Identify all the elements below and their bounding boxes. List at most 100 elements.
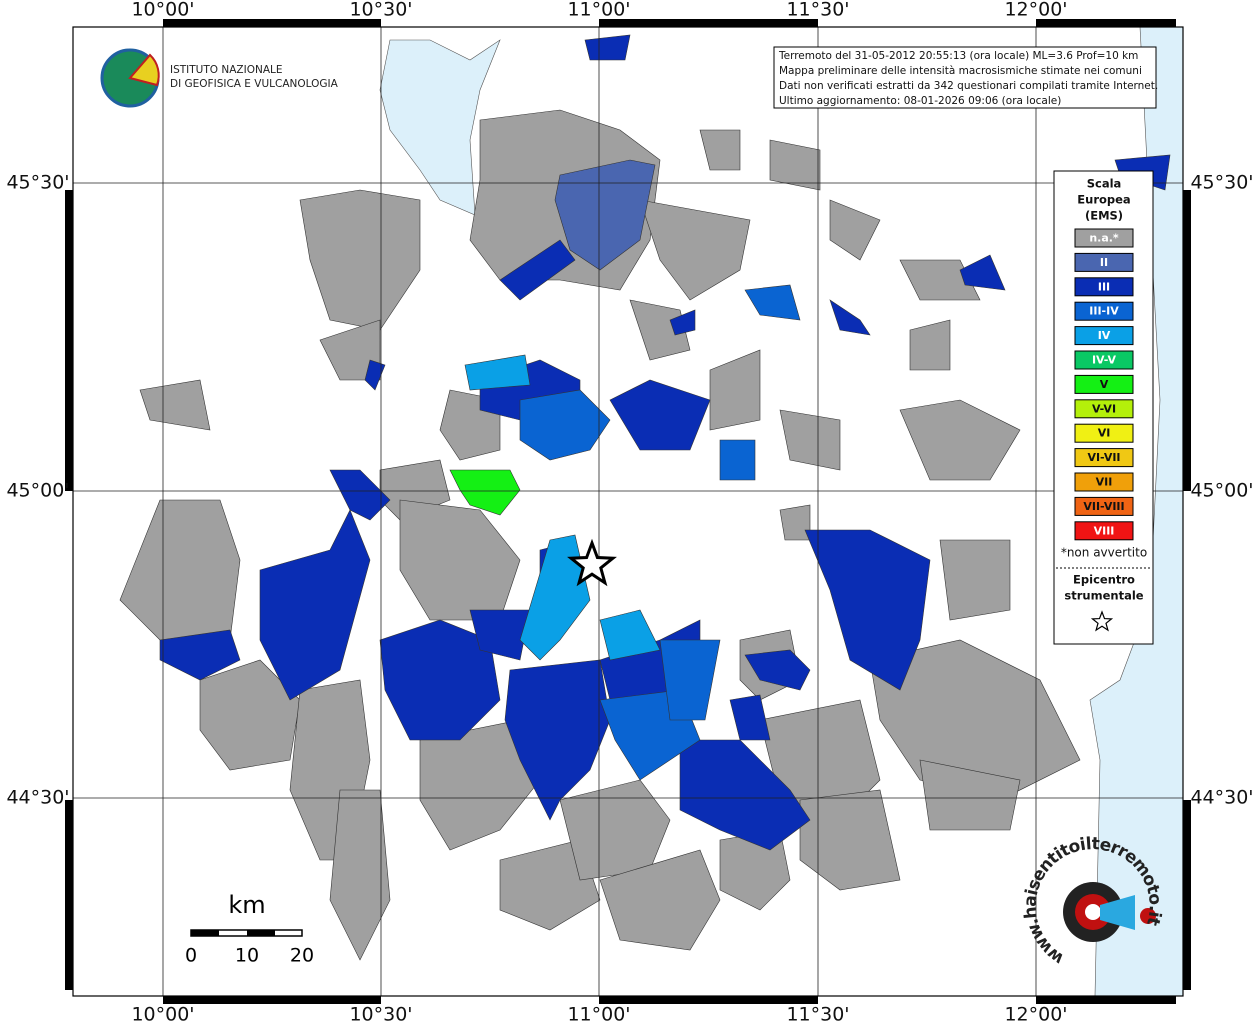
legend-swatch [1074,423,1134,443]
municipality [829,199,881,261]
legend-epicenter: Epicentro [1073,573,1135,587]
municipality [804,529,931,691]
frame-bar [1183,190,1191,491]
municipality [959,254,1006,291]
frame-bar [163,19,381,27]
scale-tick: 20 [290,945,314,967]
municipality [679,739,811,851]
municipality [519,534,591,661]
legend-label: V-VI [1092,402,1116,415]
legend-title: Europea [1077,193,1130,207]
legend-label: n.a.* [1089,232,1119,245]
legend-swatch [1074,399,1134,419]
lat-label: 45°30' [1190,172,1253,194]
municipality [469,609,531,661]
badge-wave [1100,895,1135,930]
municipality [629,299,691,361]
legend-label: II [1100,256,1108,269]
logo-wedge [128,53,160,87]
frame-bar [65,800,73,990]
municipality [319,319,381,381]
municipality [119,499,241,651]
legend-label: VII-VIII [1083,500,1124,513]
municipality [159,629,241,681]
municipality [779,504,811,541]
municipality [464,354,531,391]
legend-swatch [1074,374,1134,394]
legend-label: VI-VII [1087,451,1120,464]
legend-swatch [1074,496,1134,516]
lon-label: 12°00' [1004,0,1067,21]
municipality [499,239,576,301]
municipality [919,759,1021,831]
legend-swatch [1074,277,1134,297]
lat-label: 44°30' [1190,787,1253,809]
municipality [909,319,951,371]
municipality [399,499,521,621]
legend-swatch [1074,301,1134,321]
info-line: Mappa preliminare delle intensità macros… [779,65,1142,77]
legend-swatch [1074,252,1134,272]
municipality [939,539,1011,621]
lat-label: 45°00' [6,480,69,502]
municipality [744,284,801,321]
municipality [449,469,521,516]
lon-label: 11°00' [567,0,630,21]
municipality [609,379,711,451]
lake [379,39,501,216]
lon-label: 10°00' [131,1004,194,1025]
municipality [199,659,301,771]
lon-label: 10°30' [349,1004,412,1025]
municipality [329,789,391,961]
lon-label: 11°30' [786,0,849,21]
municipality [599,849,721,951]
info-box [773,46,1157,109]
lat-label: 44°30' [6,787,69,809]
logo-text: DI GEOFISICA E VULCANOLOGIA [170,78,339,90]
municipality [519,389,611,461]
legend-label: III-IV [1089,305,1119,318]
epicenter-star [567,538,617,587]
municipality [504,659,611,821]
legend-label: IV [1098,329,1111,342]
municipality [744,649,811,691]
frame-bar [65,190,73,491]
lon-label: 12°00' [1004,1004,1067,1025]
legend-label: VI [1098,427,1111,440]
municipality [669,309,696,336]
municipality [729,694,771,741]
legend-swatch [1074,472,1134,492]
legend-label: VIII [1094,524,1115,537]
municipality [709,349,761,431]
legend-swatch [1074,448,1134,468]
municipality [719,439,756,481]
legend-title: (EMS) [1085,209,1123,223]
municipality [829,299,871,336]
legend-swatch [1074,350,1134,370]
lon-label: 10°00' [131,0,194,21]
legend-title: Scala [1087,177,1122,191]
legend-swatch [1074,228,1134,248]
legend-star [1090,610,1114,632]
frame-bar [599,19,818,27]
municipality [379,619,501,741]
municipality [559,779,671,881]
badge-ring [1085,904,1101,920]
municipality [799,789,901,891]
legend-label: III [1098,280,1110,293]
scale-title: km [228,891,265,919]
lat-label: 45°00' [1190,480,1253,502]
legend-swatch [1074,326,1134,346]
municipality [779,409,841,471]
lon-label: 11°30' [786,1004,849,1025]
info-line: Terremoto del 31-05-2012 20:55:13 (ora l… [778,50,1138,62]
info-line: Ultimo aggiornamento: 08-01-2026 09:06 (… [779,95,1061,107]
municipality [299,189,421,331]
municipality [639,199,751,301]
municipality [329,469,391,521]
municipality [554,159,656,271]
legend-epicenter: strumentale [1064,589,1143,603]
municipality [584,34,631,61]
legend-label: V [1100,378,1109,391]
municipality [599,609,661,661]
